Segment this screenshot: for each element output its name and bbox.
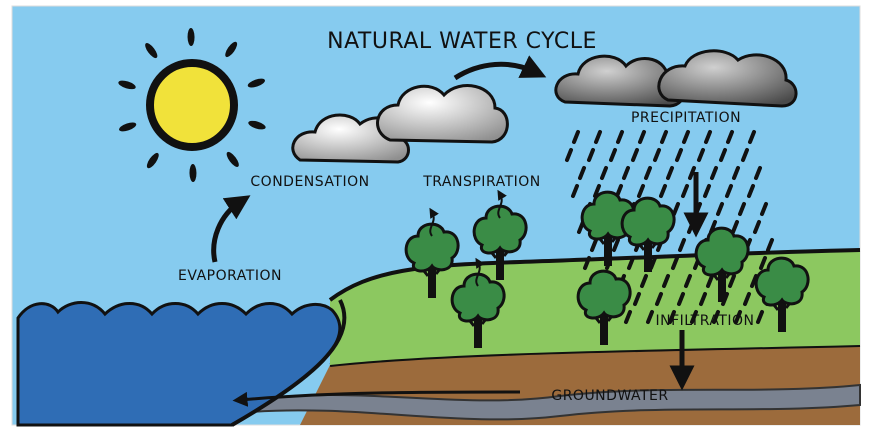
sun-ray: [247, 78, 265, 88]
rain-drop: [732, 166, 740, 180]
rain-drop: [633, 292, 641, 306]
rain-drop: [753, 220, 761, 234]
rain-drop: [668, 310, 676, 324]
rain-drop: [571, 184, 579, 198]
rain-drop: [609, 148, 617, 162]
rain-drop: [631, 148, 639, 162]
rain-clouds: [554, 49, 798, 108]
rain-drop: [759, 256, 767, 270]
label: EVAPORATION: [178, 268, 282, 284]
rain-drop: [653, 148, 661, 162]
rain-drop: [666, 166, 674, 180]
rain-drop: [677, 292, 685, 306]
rain-drop: [690, 310, 698, 324]
rain-drop: [572, 130, 580, 144]
rain-drop: [662, 274, 670, 288]
rain-drop: [704, 130, 712, 144]
rain-drop: [622, 166, 630, 180]
rain-drop: [728, 274, 736, 288]
condensation-clouds: [291, 84, 509, 164]
rain-drop: [671, 256, 679, 270]
rain-drop: [766, 238, 774, 252]
rain-drop: [748, 130, 756, 144]
label: TRANSPIRATION: [422, 174, 541, 190]
arrows: [211, 55, 709, 407]
rain-drop: [594, 130, 602, 144]
rain-drop: [734, 310, 742, 324]
rain-drop: [750, 274, 758, 288]
rain-drop: [624, 310, 632, 324]
rain-drop: [684, 274, 692, 288]
rain-drop: [743, 292, 751, 306]
rain-drop: [612, 238, 620, 252]
rain-drop: [738, 202, 746, 216]
sun-ray: [145, 43, 158, 59]
sun-ray: [225, 41, 238, 58]
sun: [118, 28, 266, 182]
rain-drop: [646, 310, 654, 324]
rain-drop: [756, 310, 764, 324]
sun-ray: [118, 80, 136, 90]
label: PRECIPITATION: [631, 110, 741, 126]
rain-drop: [699, 292, 707, 306]
rain-drop: [583, 256, 591, 270]
rain-drop: [590, 238, 598, 252]
rain-drop: [725, 184, 733, 198]
rain-drop: [741, 148, 749, 162]
rain-drop: [726, 130, 734, 144]
rain-drop: [747, 184, 755, 198]
rain-drop: [710, 166, 718, 180]
hill-line: [328, 248, 861, 302]
rain-drop: [754, 166, 762, 180]
rain-drop: [703, 184, 711, 198]
sun-ray: [248, 120, 266, 130]
rain-drop: [659, 184, 667, 198]
rain-drop: [675, 148, 683, 162]
rain-drop: [600, 166, 608, 180]
sun-ray: [146, 152, 159, 169]
rain-drop: [593, 184, 601, 198]
rain-drop: [672, 202, 680, 216]
rain-drop: [644, 166, 652, 180]
sun-ray: [187, 28, 195, 47]
rain-drop: [716, 202, 724, 216]
rain-drop: [638, 130, 646, 144]
label: INFILTRATION: [655, 313, 754, 329]
rain-drop: [587, 148, 595, 162]
rain-drop: [660, 130, 668, 144]
rain-drop: [760, 202, 768, 216]
title: NATURAL WATER CYCLE: [327, 29, 597, 54]
rain-drop: [681, 184, 689, 198]
sun-ray: [226, 151, 239, 167]
ocean: [16, 301, 342, 427]
rain-drop: [678, 238, 686, 252]
rain-drop: [565, 148, 573, 162]
rain-drop: [706, 274, 714, 288]
rain-drop: [616, 130, 624, 144]
rain-drop: [712, 310, 720, 324]
groundwater-stream: [249, 383, 861, 421]
label: CONDENSATION: [250, 174, 369, 190]
sun-ray: [189, 163, 197, 182]
rain-drop: [688, 166, 696, 180]
shore-line: [231, 299, 347, 427]
rain-drop: [578, 166, 586, 180]
rain-drop: [731, 220, 739, 234]
rain-drop: [655, 292, 663, 306]
rain-drop: [640, 274, 648, 288]
label: GROUNDWATER: [551, 388, 668, 404]
sun-ray: [119, 122, 137, 132]
transpiration-wisps: [429, 189, 507, 287]
rain-drop: [637, 184, 645, 198]
rain-drop: [682, 130, 690, 144]
rain-drop: [719, 148, 727, 162]
rain-drop: [697, 148, 705, 162]
rain-drop: [627, 256, 635, 270]
